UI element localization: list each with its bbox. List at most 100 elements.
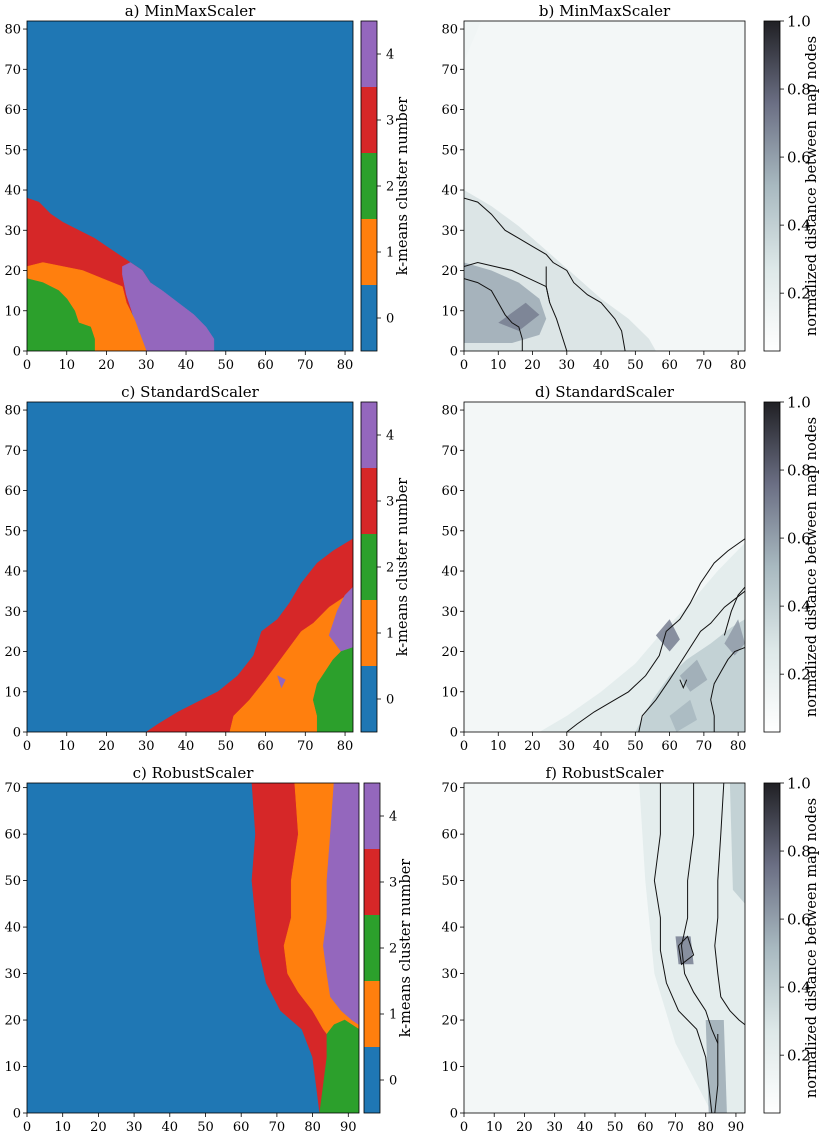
colorbar-gradient bbox=[764, 21, 780, 351]
x-tick-label: 30 bbox=[138, 358, 155, 373]
x-tick-label: 30 bbox=[126, 1120, 143, 1135]
distance-region bbox=[675, 936, 694, 965]
cluster-boundary bbox=[464, 278, 523, 351]
x-tick-label: 10 bbox=[490, 358, 507, 373]
y-tick-label: 0 bbox=[13, 1107, 21, 1122]
x-tick-label: 30 bbox=[559, 739, 576, 754]
colorbar-tick-label: 1 bbox=[386, 627, 394, 642]
y-tick-label: 50 bbox=[4, 524, 21, 539]
cluster-boundary bbox=[678, 935, 695, 966]
plot-frame bbox=[26, 20, 354, 352]
y-tick-label: 40 bbox=[441, 921, 458, 936]
y-tick-label: 60 bbox=[4, 828, 21, 843]
cluster-region-2 bbox=[27, 278, 95, 351]
x-tick-label: 50 bbox=[218, 739, 235, 754]
panel-6: f) RobustScaler 0 10 20 30 40 50 60 70 80 90 0 10 20 3… bbox=[441, 764, 820, 1135]
colorbar-tick-label: 1 bbox=[386, 246, 394, 261]
x-tick-label: 90 bbox=[728, 1120, 745, 1135]
x-tick-label: 90 bbox=[340, 1120, 357, 1135]
plot-area bbox=[464, 783, 745, 1113]
colorbar-tick-label: 1 bbox=[389, 1008, 397, 1023]
x-tick-label: 0 bbox=[460, 1120, 468, 1135]
colorbar-tick-label: 0.6 bbox=[787, 149, 811, 167]
plot-area bbox=[27, 783, 359, 1113]
colorbar-tick-label: 0.2 bbox=[787, 666, 811, 684]
colorbar-tick-label: 4 bbox=[386, 429, 394, 444]
colorbar-tick-label: 0.6 bbox=[787, 911, 811, 929]
x-tick-label: 60 bbox=[233, 1120, 250, 1135]
panel-2: b) MinMaxScaler 0 10 20 30 40 50 60 70 80 0 10 20 30 4… bbox=[441, 2, 820, 373]
y-tick-label: 20 bbox=[441, 645, 458, 660]
colorbar-tick-label: 0 bbox=[386, 312, 394, 327]
plot-frame bbox=[26, 782, 360, 1114]
colorbar-tick-label: 3 bbox=[389, 876, 397, 891]
x-tick-label: 80 bbox=[337, 739, 354, 754]
x-tick-label: 30 bbox=[559, 358, 576, 373]
y-tick-label: 10 bbox=[4, 1060, 21, 1075]
colorbar: 0 1 2 3 4 k-means cluster number bbox=[360, 401, 411, 733]
colorbar-tick-label: 2 bbox=[386, 180, 394, 195]
cluster-boundary bbox=[680, 783, 719, 1044]
y-tick-label: 20 bbox=[441, 1014, 458, 1029]
colorbar-tick-label: 1.0 bbox=[787, 394, 811, 412]
colorbar-swatch bbox=[364, 849, 380, 915]
colorbar: 0.2 0.4 0.6 0.8 1.0 normalized distance betwe… bbox=[763, 775, 820, 1114]
cluster-region-4 bbox=[323, 783, 359, 1025]
x-tick-label: 80 bbox=[730, 739, 747, 754]
colorbar-tick-label: 0 bbox=[389, 1074, 397, 1089]
y-tick-label: 20 bbox=[4, 1014, 21, 1029]
colorbar-tick-label: 0.4 bbox=[787, 979, 811, 997]
distance-region bbox=[498, 302, 540, 331]
x-tick-label: 20 bbox=[98, 739, 115, 754]
panel-title: d) StandardScaler bbox=[535, 383, 675, 401]
x-tick-label: 20 bbox=[98, 358, 115, 373]
colorbar-label: normalized distance between map nodes bbox=[804, 36, 820, 336]
y-tick-label: 60 bbox=[4, 484, 21, 499]
colorbar-tick-label: 4 bbox=[386, 48, 394, 63]
panel-title: f) RobustScaler bbox=[546, 764, 665, 782]
cluster-boundary bbox=[566, 538, 745, 732]
x-tick-label: 50 bbox=[627, 358, 644, 373]
cluster-boundary bbox=[679, 679, 688, 689]
colorbar-tick-label: 2 bbox=[389, 942, 397, 957]
y-tick-label: 60 bbox=[4, 103, 21, 118]
colorbar: 0.2 0.4 0.6 0.8 1.0 normalized distance betwe… bbox=[763, 13, 820, 352]
y-tick-label: 0 bbox=[13, 726, 21, 741]
y-tick-label: 10 bbox=[441, 1060, 458, 1075]
x-tick-label: 10 bbox=[486, 1120, 503, 1135]
colorbar-gradient bbox=[764, 783, 780, 1113]
x-tick-label: 80 bbox=[730, 358, 747, 373]
colorbar-tick-label: 1.0 bbox=[787, 13, 811, 31]
colorbar: 0 1 2 3 4 k-means cluster number bbox=[360, 20, 411, 352]
y-tick-label: 0 bbox=[450, 345, 458, 360]
y-tick-label: 50 bbox=[4, 143, 21, 158]
y-tick-label: 10 bbox=[4, 685, 21, 700]
cluster-region-2 bbox=[312, 647, 353, 732]
colorbar: 0.2 0.4 0.6 0.8 1.0 normalized distance betwe… bbox=[763, 394, 820, 733]
x-tick-label: 0 bbox=[460, 358, 468, 373]
cluster-boundary bbox=[714, 1034, 719, 1113]
y-tick-label: 20 bbox=[4, 264, 21, 279]
colorbar-swatch bbox=[361, 87, 377, 153]
x-tick-label: 30 bbox=[546, 1120, 563, 1135]
x-tick-label: 70 bbox=[696, 358, 713, 373]
colorbar-tick-label: 2 bbox=[386, 561, 394, 576]
distance-region bbox=[464, 21, 482, 62]
y-tick-label: 10 bbox=[441, 685, 458, 700]
colorbar-frame bbox=[763, 782, 781, 1114]
colorbar-swatch bbox=[364, 783, 380, 849]
colorbar-swatch bbox=[364, 981, 380, 1047]
colorbar-tick-label: 0.8 bbox=[787, 81, 811, 99]
y-tick-label: 40 bbox=[441, 565, 458, 580]
colorbar-swatch bbox=[361, 534, 377, 600]
x-tick-label: 70 bbox=[297, 358, 314, 373]
cluster-boundary bbox=[710, 647, 745, 732]
y-tick-label: 60 bbox=[441, 103, 458, 118]
colorbar-frame bbox=[360, 401, 378, 733]
y-tick-label: 20 bbox=[4, 645, 21, 660]
cluster-boundary bbox=[714, 783, 745, 1026]
x-tick-label: 40 bbox=[593, 358, 610, 373]
cluster-boundary bbox=[464, 197, 626, 351]
